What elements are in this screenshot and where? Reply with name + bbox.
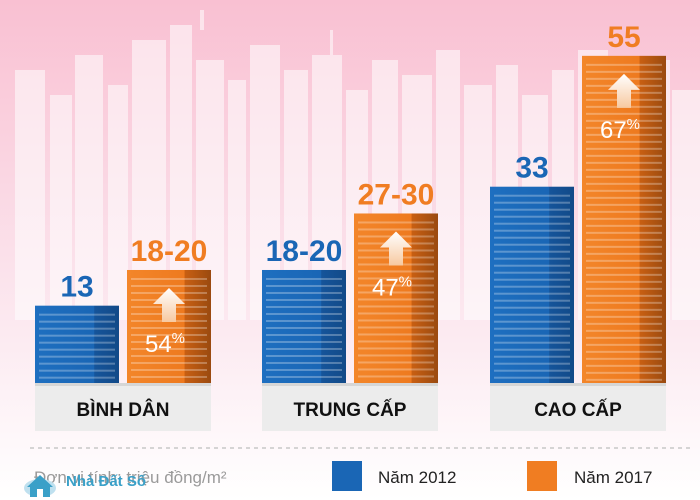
legend-label-2012: Năm 2012 [378,468,456,487]
category-layer: BÌNH DÂN TRUNG CẤP CAO CẤP [35,383,666,431]
brand-logo: Nhà Đất Số [24,473,146,497]
unit-label: Đơn vị tính: triệu đồng/m² [34,468,227,487]
legend-label-2017: Năm 2017 [574,468,652,487]
growth-arrow-icon [153,287,185,322]
category-1: TRUNG CẤP [262,383,438,431]
bar-value-label: 27-30 [358,178,435,211]
category-plate [35,383,211,431]
category-plate [490,383,666,431]
bar-2012-1: 18-20 [262,235,346,383]
bar-value-label: 13 [60,271,93,304]
bar-window-stripes [39,313,115,379]
house-cloud-icon [24,475,56,497]
bar-value-label: 18-20 [266,235,343,268]
category-0: BÌNH DÂN [35,383,211,431]
bar-window-stripes [494,194,570,379]
bar-value-label: 55 [607,21,640,54]
category-plate [262,383,438,431]
category-label: BÌNH DÂN [77,399,170,421]
brand-name: Nhà Đất Số [66,473,146,490]
legend-swatch-2012 [332,461,362,491]
legend-swatch-2017 [527,461,557,491]
growth-arrow-icon [608,73,640,108]
bar-rect [582,55,666,384]
bar-value-label: 18-20 [131,235,208,268]
bar-2012-0: 13 [35,271,119,383]
bar-value-label: 33 [515,152,548,185]
category-label: CAO CẤP [534,399,622,421]
growth-arrow-icon [380,231,412,266]
bar-rect [35,305,119,383]
category-2: CAO CẤP [490,383,666,431]
bar-rect [262,269,346,383]
category-label: TRUNG CẤP [294,399,407,421]
bar-rect [490,186,574,383]
legend: Năm 2012 Năm 2017 [332,461,652,491]
bar-2012-2: 33 [490,152,574,383]
bar-window-stripes [266,277,342,378]
